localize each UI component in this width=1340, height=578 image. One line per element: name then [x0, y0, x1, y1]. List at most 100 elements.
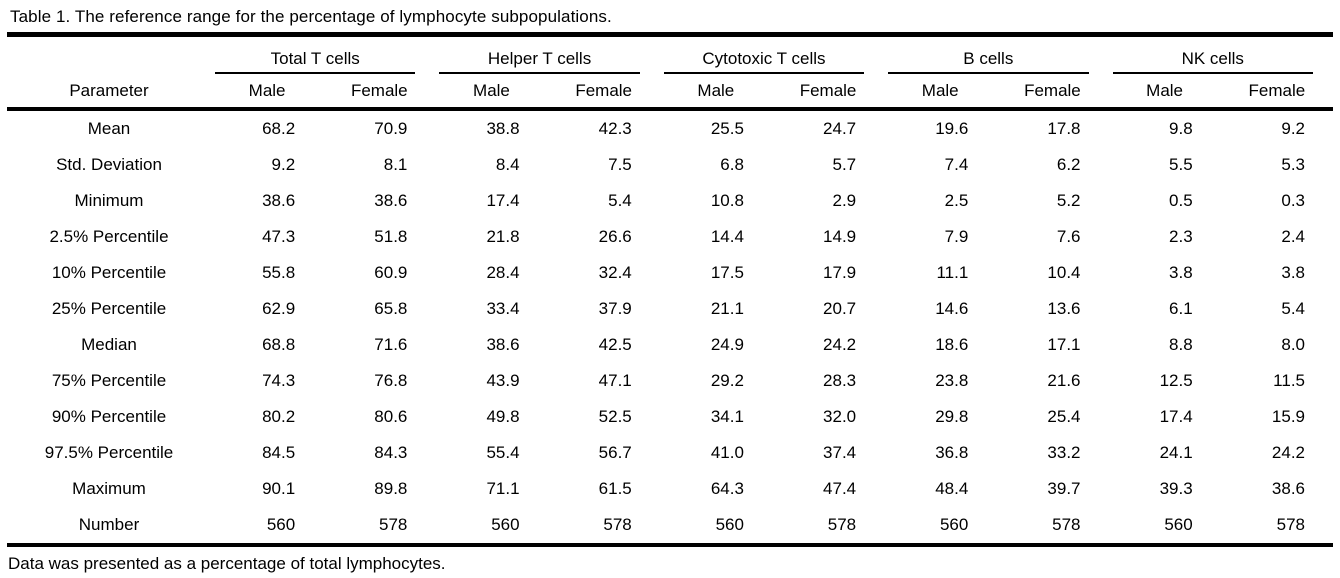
value-cell: 23.8 [935, 371, 969, 390]
table-row: Median 68.8 71.6 38.6 42.5 24.9 24.2 18.… [7, 327, 1333, 363]
column-group-cytotoxic-t-cells: Cytotoxic T cells [663, 49, 865, 74]
value-cell: 8.0 [1281, 335, 1305, 354]
value-cell: 10.4 [1047, 263, 1081, 282]
value-cell: 36.8 [935, 443, 969, 462]
value-cell: 38.6 [486, 335, 520, 354]
column-group-nk-cells: NK cells [1112, 49, 1313, 74]
value-cell: 13.6 [1047, 299, 1081, 318]
value-cell: 20.7 [823, 299, 857, 318]
value-cell: 37.4 [823, 443, 857, 462]
value-cell: 68.2 [262, 119, 296, 138]
value-cell: 80.6 [374, 407, 408, 426]
value-cell: 3.8 [1169, 263, 1193, 282]
male-header-total-t: Male [248, 80, 286, 100]
value-cell: 5.5 [1169, 155, 1193, 174]
value-cell: 24.9 [710, 335, 744, 354]
value-cell: 2.3 [1169, 227, 1193, 246]
value-cell: 17.4 [486, 191, 520, 210]
value-cell: 84.3 [374, 443, 408, 462]
value-cell: 2.4 [1281, 227, 1305, 246]
value-cell: 9.2 [271, 155, 296, 174]
value-cell: 2.5 [944, 191, 969, 210]
value-cell: 578 [603, 515, 632, 534]
value-cell: 28.3 [823, 371, 857, 390]
value-cell: 7.9 [944, 227, 969, 246]
value-cell: 41.0 [710, 443, 744, 462]
value-cell: 48.4 [935, 479, 969, 498]
value-cell: 14.9 [823, 227, 857, 246]
value-cell: 0.3 [1281, 191, 1305, 210]
value-cell: 6.8 [720, 155, 744, 174]
value-cell: 8.4 [495, 155, 520, 174]
value-cell: 17.9 [823, 263, 857, 282]
value-cell: 33.4 [486, 299, 520, 318]
reference-table: Total T cells Helper T cells Cytotoxic T… [7, 32, 1333, 547]
value-cell: 19.6 [935, 119, 969, 138]
value-cell: 8.1 [383, 155, 408, 174]
value-cell: 17.1 [1047, 335, 1081, 354]
value-cell: 3.8 [1281, 263, 1305, 282]
value-cell: 33.2 [1047, 443, 1081, 462]
value-cell: 26.6 [598, 227, 632, 246]
value-cell: 34.1 [710, 407, 744, 426]
value-cell: 89.8 [374, 479, 408, 498]
value-cell: 37.9 [598, 299, 632, 318]
value-cell: 578 [1276, 515, 1305, 534]
value-cell: 12.5 [1159, 371, 1193, 390]
param-cell: Median [81, 335, 137, 354]
value-cell: 7.5 [608, 155, 632, 174]
value-cell: 560 [266, 515, 296, 534]
value-cell: 9.2 [1281, 119, 1305, 138]
value-cell: 5.4 [608, 191, 632, 210]
table-row: Number 560 578 560 578 560 578 560 578 5… [7, 507, 1333, 545]
value-cell: 61.5 [598, 479, 632, 498]
value-cell: 2.9 [832, 191, 857, 210]
female-header-helper-t: Female [575, 80, 632, 100]
value-cell: 49.8 [486, 407, 520, 426]
value-cell: 11.1 [936, 263, 969, 282]
table-row: Std. Deviation 9.2 8.1 8.4 7.5 6.8 5.7 7… [7, 147, 1333, 183]
female-header-cytotoxic-t: Female [799, 80, 857, 100]
value-cell: 47.3 [262, 227, 296, 246]
value-cell: 9.8 [1169, 119, 1193, 138]
value-cell: 29.2 [710, 371, 744, 390]
table-row: 75% Percentile 74.3 76.8 43.9 47.1 29.2 … [7, 363, 1333, 399]
table-row: 10% Percentile 55.8 60.9 28.4 32.4 17.5 … [7, 255, 1333, 291]
param-cell: 97.5% Percentile [44, 443, 174, 462]
column-group-b-cells: B cells [888, 49, 1089, 74]
value-cell: 64.3 [710, 479, 744, 498]
param-cell: Mean [87, 119, 131, 138]
table-title: Table 1. The reference range for the per… [10, 7, 612, 26]
value-cell: 25.4 [1047, 407, 1081, 426]
value-cell: 578 [827, 515, 857, 534]
value-cell: 29.8 [935, 407, 969, 426]
value-cell: 62.9 [262, 299, 296, 318]
value-cell: 43.9 [486, 371, 520, 390]
value-cell: 68.8 [262, 335, 296, 354]
value-cell: 52.5 [598, 407, 632, 426]
value-cell: 560 [1164, 515, 1193, 534]
female-header-nk-cells: Female [1248, 80, 1306, 100]
value-cell: 32.4 [598, 263, 632, 282]
param-cell: Number [78, 515, 140, 534]
value-cell: 0.5 [1169, 191, 1193, 210]
value-cell: 90.1 [262, 479, 296, 498]
sub-header-row: Parameter Male Female Male Female Male F… [7, 74, 1333, 109]
table-header: Total T cells Helper T cells Cytotoxic T… [7, 35, 1333, 109]
param-cell: 90% Percentile [51, 407, 167, 426]
value-cell: 25.5 [710, 119, 744, 138]
param-cell: Maximum [72, 479, 146, 498]
value-cell: 55.4 [486, 443, 520, 462]
value-cell: 55.8 [262, 263, 296, 282]
value-cell: 14.4 [710, 227, 744, 246]
value-cell: 17.5 [710, 263, 744, 282]
value-cell: 17.4 [1159, 407, 1193, 426]
value-cell: 15.9 [1271, 407, 1305, 426]
value-cell: 17.8 [1047, 119, 1081, 138]
value-cell: 38.6 [262, 191, 296, 210]
table-row: 90% Percentile 80.2 80.6 49.8 52.5 34.1 … [7, 399, 1333, 435]
value-cell: 65.8 [374, 299, 408, 318]
male-header-b-cells: Male [921, 80, 959, 100]
value-cell: 71.6 [374, 335, 408, 354]
